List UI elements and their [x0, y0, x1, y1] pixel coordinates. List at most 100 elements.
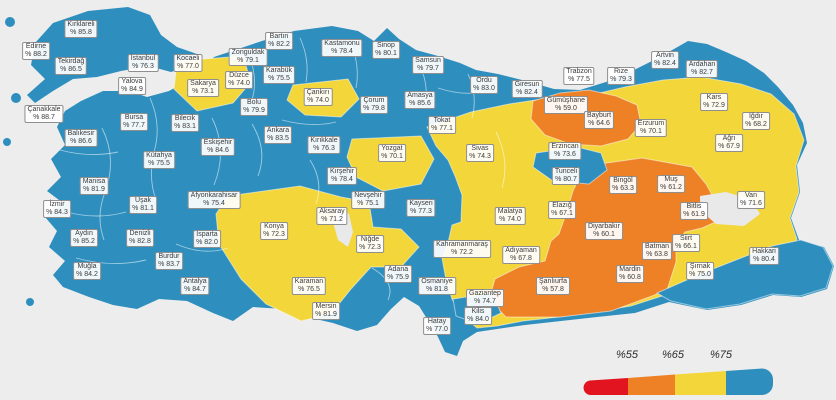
province-name: Muş — [664, 176, 678, 183]
province-value: % 78.4 — [331, 48, 353, 55]
province-label: Elazığ% 67.1 — [548, 201, 576, 219]
province-value: % 82.0 — [196, 239, 218, 246]
legend-threshold-75: %75 — [709, 349, 733, 361]
province-value: % 82.2 — [268, 41, 290, 48]
province-name: Çanakkale — [27, 106, 61, 113]
province-value: % 81.1 — [132, 205, 154, 212]
province-name: Siirt — [679, 235, 693, 242]
province-value: % 79.8 — [363, 105, 385, 112]
province-value: % 76.3 — [313, 145, 335, 152]
province-name: Kilis — [471, 308, 485, 315]
province-name: Bayburt — [586, 112, 612, 119]
province-name: Kırklareli — [67, 21, 95, 28]
province-label: Aydın% 85.2 — [70, 229, 98, 247]
island-shape — [5, 17, 15, 27]
province-value: % 88.2 — [25, 51, 47, 58]
province-name: Artvin — [656, 52, 674, 59]
province-name: Muğla — [77, 263, 97, 270]
province-value: % 57.8 — [542, 286, 564, 293]
province-name: Osmaniye — [421, 278, 453, 285]
province-label: Trabzon% 77.5 — [563, 67, 595, 85]
province-value: % 73.6 — [554, 151, 576, 158]
province-label: Osmaniye% 81.8 — [418, 277, 456, 295]
province-label: Ankara% 83.5 — [263, 126, 293, 144]
province-name: Kahramanmaraş — [436, 241, 488, 248]
province-label: Zonguldak% 79.1 — [228, 48, 268, 66]
province-label: Amasya% 85.6 — [404, 91, 436, 109]
province-label: Bolu% 79.9 — [240, 98, 268, 116]
province-name: Nevşehir — [354, 192, 382, 199]
province-label: Karabük% 75.5 — [262, 66, 296, 84]
province-value: % 77.0 — [177, 63, 199, 70]
province-name: Samsun — [415, 57, 441, 64]
province-name: Kocaeli — [176, 55, 200, 62]
province-name: Antalya — [183, 278, 207, 285]
province-label: Adıyaman% 67.8 — [502, 246, 540, 264]
province-label: Çorum% 79.8 — [360, 96, 388, 114]
province-name: Tekirdağ — [57, 58, 85, 65]
province-name: Ardahan — [688, 61, 716, 68]
legend-segment-red — [583, 378, 628, 395]
province-name: Kırıkkale — [310, 137, 338, 144]
province-label: Kırklareli% 85.8 — [64, 20, 98, 38]
province-name: Bilecik — [174, 115, 196, 122]
province-label: Batman% 63.8 — [641, 242, 673, 260]
province-value: % 60.1 — [593, 231, 615, 238]
province-value: % 85.6 — [409, 100, 431, 107]
province-label: Kocaeli% 77.0 — [173, 54, 203, 72]
province-label: Kütahya% 75.5 — [143, 151, 175, 169]
province-label: Mersin% 81.9 — [312, 302, 340, 320]
province-name: Hakkari — [752, 248, 776, 255]
province-value: % 74.7 — [474, 298, 496, 305]
province-name: Sinop — [377, 42, 395, 49]
legend-segment-yellow — [675, 371, 726, 395]
province-label: Karaman% 76.5 — [291, 277, 327, 295]
province-label: Niğde% 72.3 — [356, 235, 384, 253]
province-name: Bartın — [269, 33, 289, 40]
province-value: % 79.1 — [237, 57, 259, 64]
province-label: Muğla% 84.2 — [73, 262, 101, 280]
island-shape — [3, 138, 11, 146]
province-name: Adıyaman — [505, 247, 537, 254]
province-label: Şırnak% 75.0 — [686, 262, 714, 280]
province-label: Erzurum% 70.1 — [634, 119, 668, 137]
province-value: % 80.7 — [555, 176, 577, 183]
province-name: Sivas — [471, 145, 489, 152]
province-name: Uşak — [135, 197, 151, 204]
legend-segment-blue — [726, 368, 773, 395]
province-name: Edirne — [25, 43, 47, 50]
province-value: % 78.4 — [331, 176, 353, 183]
province-name: Karabük — [265, 67, 293, 74]
province-name: Balıkesir — [67, 130, 95, 137]
province-label: Nevşehir% 75.1 — [351, 191, 385, 209]
province-value: % 67.9 — [718, 143, 740, 150]
province-name: Manisa — [82, 178, 106, 185]
province-name: Ordu — [476, 77, 492, 84]
province-value: % 82.8 — [129, 238, 151, 245]
province-label: Edirne% 88.2 — [22, 42, 50, 60]
province-label: Bartın% 82.2 — [265, 32, 293, 50]
province-value: % 79.3 — [610, 76, 632, 83]
province-value: % 80.1 — [375, 50, 397, 57]
province-name: İstanbul — [130, 55, 156, 62]
province-value: % 83.7 — [158, 261, 180, 268]
province-label: Bitlis% 61.9 — [680, 202, 708, 220]
province-value: % 60.8 — [619, 274, 641, 281]
province-value: % 75.5 — [268, 75, 290, 82]
province-label: Bingöl% 63.3 — [609, 176, 637, 194]
province-value: % 84.6 — [207, 147, 229, 154]
province-label: Düzce% 74.0 — [225, 71, 253, 89]
province-value: % 79.9 — [243, 107, 265, 114]
province-label: Samsun% 79.7 — [412, 56, 444, 74]
province-value: % 81.9 — [315, 311, 337, 318]
province-value: % 81.9 — [83, 186, 105, 193]
province-value: % 77.0 — [426, 326, 448, 333]
province-name: Hatay — [427, 318, 447, 325]
province-value: % 75.9 — [387, 274, 409, 281]
province-label: Afyonkarahisar% 75.4 — [187, 191, 241, 209]
province-name: Çorum — [363, 97, 385, 104]
province-label: Kayseri% 77.3 — [406, 199, 436, 217]
province-value: % 84.2 — [76, 271, 98, 278]
province-label: Gaziantep% 74.7 — [466, 289, 504, 307]
province-label: Şanlıurfa% 57.8 — [535, 277, 571, 295]
